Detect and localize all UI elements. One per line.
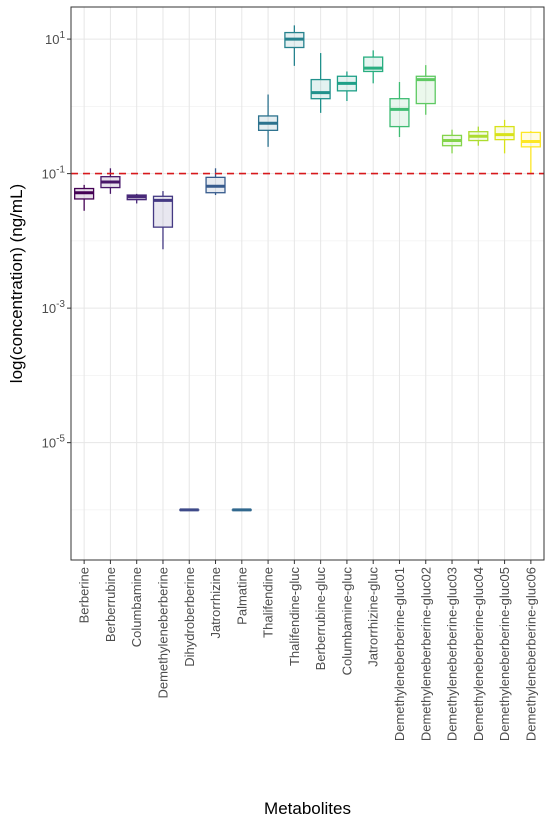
x-tick-label: Thalifendine-gluc [287, 567, 302, 667]
box-11 [363, 50, 384, 84]
y-tick-label: 10-1 [42, 165, 66, 182]
x-tick-label: Berberrubine-gluc [313, 567, 328, 671]
box-12 [389, 82, 410, 138]
box-16 [494, 119, 515, 154]
box-iqr [389, 98, 410, 128]
x-tick-label: Demethyleneberberine [155, 567, 170, 699]
box-1 [100, 168, 121, 194]
box-9 [310, 53, 331, 113]
box-10 [336, 71, 358, 102]
box-8 [284, 25, 305, 66]
box-7 [257, 94, 279, 147]
x-tick-label: Demethyleneberberine-gluc01 [392, 567, 407, 741]
x-tick-label: Thalifendine [261, 567, 276, 638]
y-tick-label: 10-5 [42, 434, 66, 451]
grid-layer [71, 7, 544, 560]
x-tick-label: Demethyleneberberine-gluc03 [445, 567, 460, 741]
x-tick-label: Demethyleneberberine-gluc06 [523, 567, 538, 741]
x-tick-label: Dihydroberberine [182, 567, 197, 667]
box-iqr [415, 75, 436, 105]
x-tick-label: Jatrorrhizine-gluc [366, 567, 381, 667]
box-13 [415, 65, 436, 115]
box-iqr [152, 195, 174, 228]
box-0 [74, 184, 95, 211]
axes-layer: 10-5 10-3 10-1 101 Berberine Berberrubine Colu… [42, 30, 539, 741]
y-tick-label: 10-3 [42, 299, 66, 316]
x-tick-label: Demethyleneberberine-gluc02 [418, 567, 433, 741]
y-axis-title: log(concentration) (ng/mL) [7, 184, 26, 383]
y-tick-label: 101 [45, 30, 65, 47]
x-tick-label: Berberrubine [103, 567, 118, 642]
x-tick-label: Demethyleneberberine-gluc04 [471, 567, 486, 741]
box-17 [520, 131, 541, 174]
x-axis-title: Metabolites [264, 799, 351, 818]
x-tick-label: Berberine [77, 567, 92, 623]
box-15 [468, 126, 489, 146]
x-tick-label: Jatrorrhizine [208, 567, 223, 639]
x-tick-label: Demethyleneberberine-gluc05 [497, 567, 512, 741]
box-iqr [310, 78, 331, 100]
x-tick-label: Palmatine [234, 567, 249, 625]
x-tick-label: Columbamine [129, 567, 144, 647]
x-tick-label: Columbamine-gluc [339, 567, 354, 676]
box-5 [205, 168, 226, 196]
panel-border [70, 6, 545, 561]
box-3 [152, 191, 174, 250]
box-2 [126, 193, 147, 204]
box-14 [441, 129, 463, 154]
box-iqr [520, 131, 541, 148]
boxes-layer [74, 25, 541, 512]
